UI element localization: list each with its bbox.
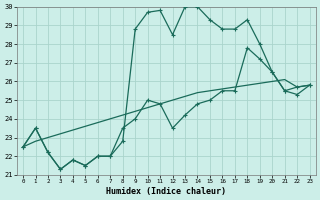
X-axis label: Humidex (Indice chaleur): Humidex (Indice chaleur) — [106, 187, 226, 196]
